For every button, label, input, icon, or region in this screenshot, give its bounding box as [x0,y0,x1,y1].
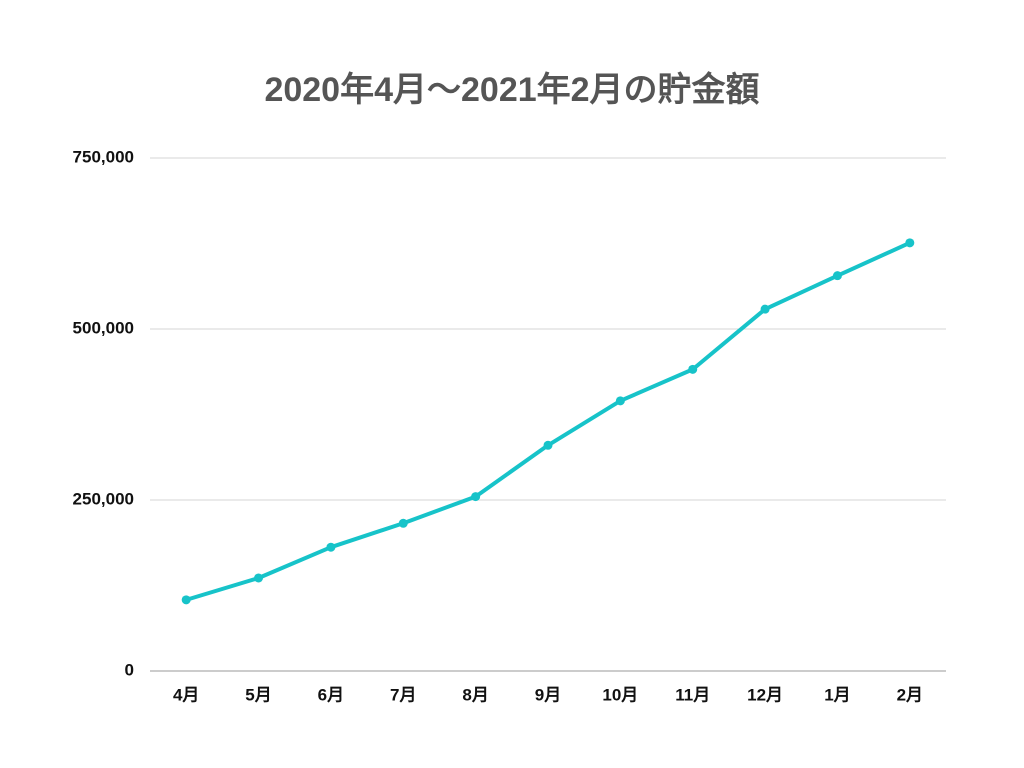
y-tick-label: 750,000 [73,147,134,166]
x-tick-label: 1月 [824,685,850,704]
point [254,573,264,583]
point [398,518,408,528]
x-tick-label: 7月 [390,685,416,704]
x-tick-label: 11月 [675,685,710,704]
x-tick-label: 2月 [897,685,923,704]
point [615,396,625,406]
point [181,595,191,605]
x-tick-label: 6月 [318,685,344,704]
x-tick-label: 9月 [535,685,561,704]
x-tick-label: 8月 [462,685,488,704]
chart-title: 2020年4月〜2021年2月の貯金額 [264,70,759,109]
x-tick-label: 12月 [747,685,783,704]
point [760,304,770,314]
point [543,440,553,450]
x-tick-label: 10月 [602,685,638,704]
point [326,542,336,552]
y-tick-label: 250,000 [73,489,134,508]
x-tick-label: 5月 [245,685,271,704]
point [905,238,915,248]
y-tick-label: 0 [125,660,134,679]
point [471,492,481,502]
point [832,271,842,281]
x-tick-label: 4月 [173,685,199,704]
point [688,364,698,374]
y-tick-label: 500,000 [73,318,134,337]
line-series [185,240,911,602]
